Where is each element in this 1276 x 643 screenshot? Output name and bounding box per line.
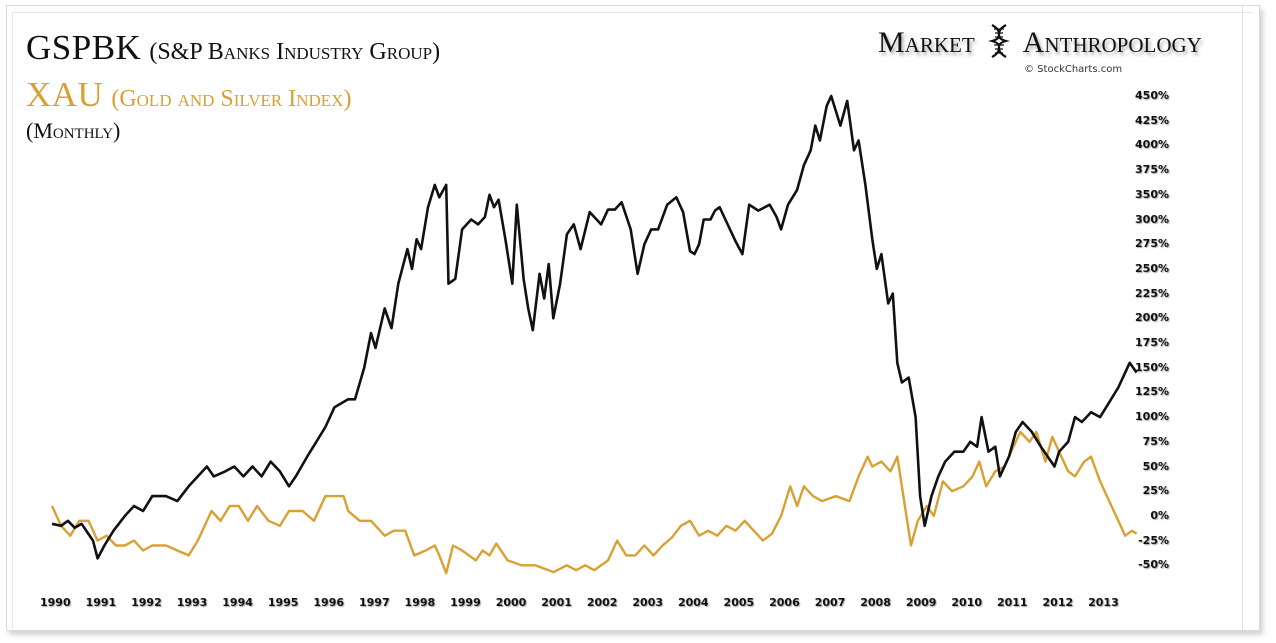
xau-description: (Gold and Silver Index) [111, 86, 352, 112]
y-tick-label: -25% [1138, 533, 1169, 547]
xau-symbol: XAU [26, 75, 104, 114]
x-tick-label: 2008 [860, 596, 891, 609]
x-tick-label: 1990 [40, 596, 71, 609]
y-tick-label: 200% [1135, 311, 1169, 325]
x-tick-label: 2002 [586, 596, 618, 609]
series-line-xau [50, 430, 1138, 575]
y-tick-label: 25% [1142, 484, 1169, 498]
x-tick-label: 2001 [541, 596, 572, 609]
y-tick-label: 225% [1135, 286, 1169, 300]
title-gspbk: GSPBK (S&P Banks Industry Group) [26, 28, 440, 68]
x-tick-label: 2007 [814, 596, 846, 609]
brand-logo: Market Anthropology [878, 24, 1202, 60]
chart-frame-right-edge [1242, 5, 1249, 630]
x-tick-label: 2000 [495, 596, 527, 609]
x-tick-label: 2011 [996, 596, 1028, 609]
x-tick-label: 2013 [1088, 596, 1119, 609]
y-tick-label: 425% [1135, 113, 1169, 127]
x-tick-label: 1999 [450, 596, 481, 609]
y-tick-label: 450% [1135, 89, 1169, 102]
x-tick-label: 2004 [677, 596, 709, 609]
y-tick-label: 175% [1135, 336, 1169, 349]
frequency-label: (Monthly) [26, 118, 121, 143]
brand-word-market: Market [878, 26, 975, 59]
y-tick-label: 0% [1150, 508, 1169, 522]
x-tick-label: 1995 [267, 596, 299, 609]
x-tick-label: 2005 [723, 596, 755, 609]
y-tick-label: 250% [1135, 261, 1169, 275]
x-tick-label: 1996 [313, 596, 345, 609]
x-tick-label: 2009 [905, 596, 937, 609]
copyright-stockcharts: © StockCharts.com [1024, 64, 1123, 75]
y-tick-label: 75% [1142, 434, 1169, 448]
gspbk-symbol: GSPBK [26, 28, 142, 67]
y-tick-label: 300% [1135, 212, 1169, 226]
title-xau: XAU (Gold and Silver Index) [26, 75, 351, 115]
x-tick-label: 2003 [632, 596, 664, 609]
y-tick-label: 100% [1135, 410, 1169, 424]
y-tick-label: 150% [1135, 360, 1169, 374]
y-tick-label: 125% [1135, 385, 1169, 399]
subtitle-frequency: (Monthly) [26, 118, 120, 144]
chart-frame-inner-border [12, 12, 1252, 629]
x-tick-label: 1994 [222, 596, 253, 609]
x-tick-label: 2010 [951, 596, 983, 609]
x-tick-label: 1991 [85, 596, 117, 609]
x-tick-label: 1993 [176, 596, 208, 609]
y-tick-label: 275% [1135, 237, 1169, 251]
x-tick-label: 1992 [131, 596, 162, 609]
y-tick-label: 350% [1135, 187, 1169, 201]
dna-helix-icon [987, 24, 1011, 58]
y-tick-label: 400% [1135, 138, 1169, 152]
brand-word-anthropology: Anthropology [1022, 26, 1202, 59]
x-tick-label: 1997 [358, 596, 390, 609]
x-tick-label: 1998 [404, 596, 436, 609]
y-tick-label: 50% [1142, 459, 1169, 473]
y-tick-label: 375% [1135, 163, 1169, 177]
chart-frame [6, 5, 1260, 631]
gspbk-description: (S&P Banks Industry Group) [149, 39, 441, 65]
y-tick-label: -50% [1138, 558, 1169, 572]
series-line-gspbk [51, 94, 1138, 560]
x-tick-label: 2012 [1042, 596, 1074, 609]
x-tick-label: 2006 [769, 596, 800, 609]
